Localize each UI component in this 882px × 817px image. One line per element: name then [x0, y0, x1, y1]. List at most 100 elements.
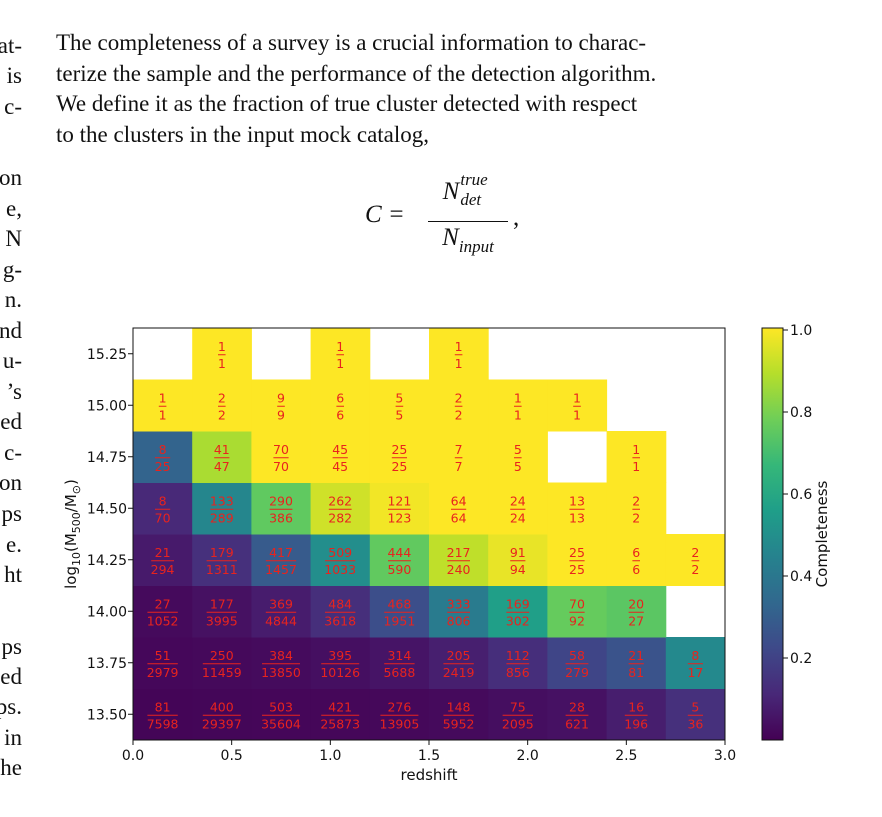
cell-numerator: 28 — [569, 699, 585, 714]
heatmap-cells — [133, 328, 726, 741]
cell-denominator: 94 — [510, 562, 526, 577]
cell-denominator: 2095 — [502, 716, 534, 731]
margin-fragment: ’s — [6, 379, 22, 404]
margin-fragment: ed — [0, 409, 22, 434]
heatmap-cell — [192, 328, 252, 380]
heatmap-cell — [429, 328, 489, 380]
cell-numerator: 6 — [336, 390, 344, 405]
heatmap-cell — [251, 431, 312, 483]
heatmap-cell — [310, 585, 371, 638]
heatmap-cell — [192, 585, 252, 638]
y-axis-ticks: 13.50 13.75 14.00 14.25 14.50 14.75 15.00 15.25 — [87, 347, 133, 723]
margin-fragment: he — [0, 755, 22, 780]
heatmap-cell — [369, 585, 430, 638]
margin-fragment: on — [0, 470, 22, 495]
heatmap-cell — [369, 431, 430, 483]
cell-numerator: 1 — [632, 442, 640, 457]
cell-numerator: 262 — [328, 493, 352, 508]
y-tick-label: 15.25 — [87, 347, 127, 363]
cell-denominator: 81 — [628, 665, 644, 680]
x-axis-ticks: 0.0 0.5 1.0 1.5 2.0 2.5 3.0 — [122, 740, 736, 764]
cell-numerator: 417 — [269, 545, 293, 560]
heatmap-cell — [192, 637, 252, 689]
heatmap-cell — [547, 637, 608, 689]
margin-fragment: in — [4, 725, 22, 750]
heatmap-cell — [488, 688, 548, 741]
cell-numerator: 70 — [273, 442, 289, 457]
cell-numerator: 205 — [447, 648, 471, 663]
colorbar-tick-label: 1.0 — [790, 323, 812, 339]
numerator-base: N — [442, 178, 460, 205]
formula-tail: , — [513, 204, 520, 231]
heatmap-cell — [429, 482, 489, 535]
cell-numerator: 27 — [155, 596, 171, 611]
margin-fragment: ps. — [0, 694, 22, 719]
cell-denominator: 7 — [455, 459, 463, 474]
cell-denominator: 1 — [632, 459, 640, 474]
cell-numerator: 21 — [155, 545, 171, 560]
heatmap-cell — [429, 637, 489, 689]
heatmap-cell — [310, 482, 371, 535]
heatmap-cell — [488, 482, 548, 535]
heatmap-cell — [133, 431, 193, 483]
cell-denominator: 6 — [632, 562, 640, 577]
heatmap-cell — [251, 637, 312, 689]
colorbar-tick-label: 0.4 — [790, 569, 812, 585]
heatmap-cell — [192, 379, 252, 432]
cell-denominator: 240 — [447, 562, 471, 577]
cell-denominator: 25 — [569, 562, 585, 577]
cell-denominator: 10126 — [320, 665, 360, 680]
cell-numerator: 503 — [269, 699, 293, 714]
heatmap-cell — [369, 688, 430, 741]
cell-numerator: 468 — [387, 596, 411, 611]
heatmap-cell — [192, 431, 252, 483]
cell-numerator: 7 — [455, 442, 463, 457]
x-tick-label: 3.0 — [714, 748, 736, 764]
heatmap-cell — [488, 379, 548, 432]
cell-numerator: 2 — [691, 545, 699, 560]
cell-numerator: 5 — [691, 699, 699, 714]
cell-denominator: 590 — [387, 562, 411, 577]
margin-fragment: at- — [0, 33, 22, 58]
heatmap-cell — [429, 585, 489, 638]
cell-numerator: 217 — [447, 545, 471, 560]
cell-numerator: 148 — [447, 699, 471, 714]
heatmap-cell — [251, 482, 312, 535]
cell-denominator: 2 — [632, 510, 640, 525]
cell-denominator: 302 — [506, 613, 530, 628]
cell-numerator: 5 — [395, 390, 403, 405]
x-tick-label: 2.0 — [517, 748, 539, 764]
cell-numerator: 2 — [632, 493, 640, 508]
cell-numerator: 484 — [328, 596, 352, 611]
margin-fragment: ht — [4, 562, 22, 587]
paragraph-line: The completeness of a survey is a crucia… — [56, 30, 647, 55]
cell-numerator: 509 — [328, 545, 352, 560]
heatmap-cell — [310, 431, 371, 483]
heatmap-cell — [369, 637, 430, 689]
margin-fragment: u- — [2, 348, 22, 373]
cell-denominator: 2419 — [443, 665, 475, 680]
cell-denominator: 1 — [218, 356, 226, 371]
cell-denominator: 3618 — [324, 613, 356, 628]
fraction-bar — [428, 221, 508, 223]
heatmap-fraction-labels: 8175984002939750335604421258732761390514… — [147, 339, 704, 732]
cell-denominator: 2 — [455, 407, 463, 422]
margin-fragment: e, — [6, 196, 22, 221]
cell-numerator: 2 — [455, 390, 463, 405]
heatmap-cell — [547, 585, 608, 638]
cell-denominator: 29397 — [202, 716, 242, 731]
cell-numerator: 112 — [506, 648, 530, 663]
heatmap-cell — [606, 688, 667, 741]
heatmap-cell — [488, 585, 548, 638]
cell-denominator: 25 — [391, 459, 407, 474]
heatmap-cell — [310, 688, 371, 741]
heatmap-cell — [547, 688, 608, 741]
x-tick-label: 0.5 — [221, 748, 243, 764]
denominator-sub: input — [458, 237, 494, 256]
cell-denominator: 2 — [218, 407, 226, 422]
heatmap-cell — [665, 637, 726, 689]
cell-denominator: 24 — [510, 510, 526, 525]
cell-denominator: 5952 — [443, 716, 475, 731]
heatmap-cell — [665, 688, 726, 741]
cell-numerator: 9 — [277, 390, 285, 405]
